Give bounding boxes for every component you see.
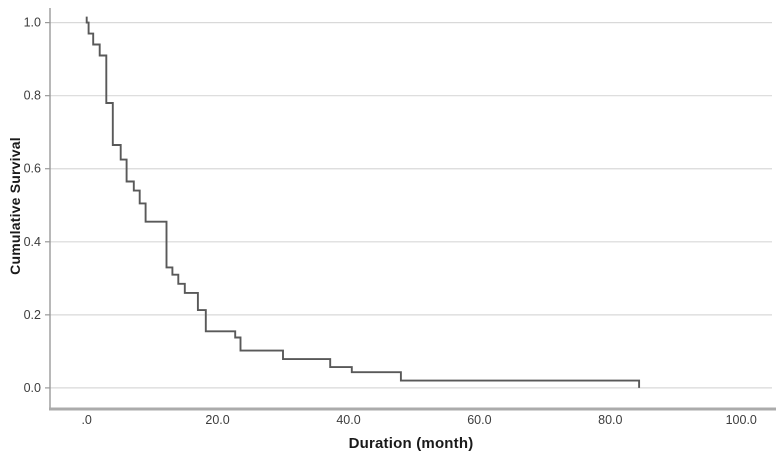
y-tick-label: 0.6 xyxy=(24,162,41,176)
x-tick-label: 80.0 xyxy=(598,413,622,427)
y-tick-label: 0.2 xyxy=(24,308,41,322)
y-axis-title: Cumulative Survival xyxy=(7,137,23,275)
y-tick-label: 0.8 xyxy=(24,89,41,103)
x-tick-label: 60.0 xyxy=(467,413,491,427)
y-tick-label: 1.0 xyxy=(24,16,41,30)
x-tick-label: .0 xyxy=(81,413,91,427)
x-axis-title: Duration (month) xyxy=(348,435,474,452)
x-tick-label: 20.0 xyxy=(205,413,229,427)
y-tick-label: 0.4 xyxy=(24,235,41,249)
y-tick-label: 0.0 xyxy=(24,381,41,395)
x-tick-label: 40.0 xyxy=(336,413,360,427)
x-tick-label: 100.0 xyxy=(726,413,757,427)
survival-step-curve xyxy=(85,16,641,388)
